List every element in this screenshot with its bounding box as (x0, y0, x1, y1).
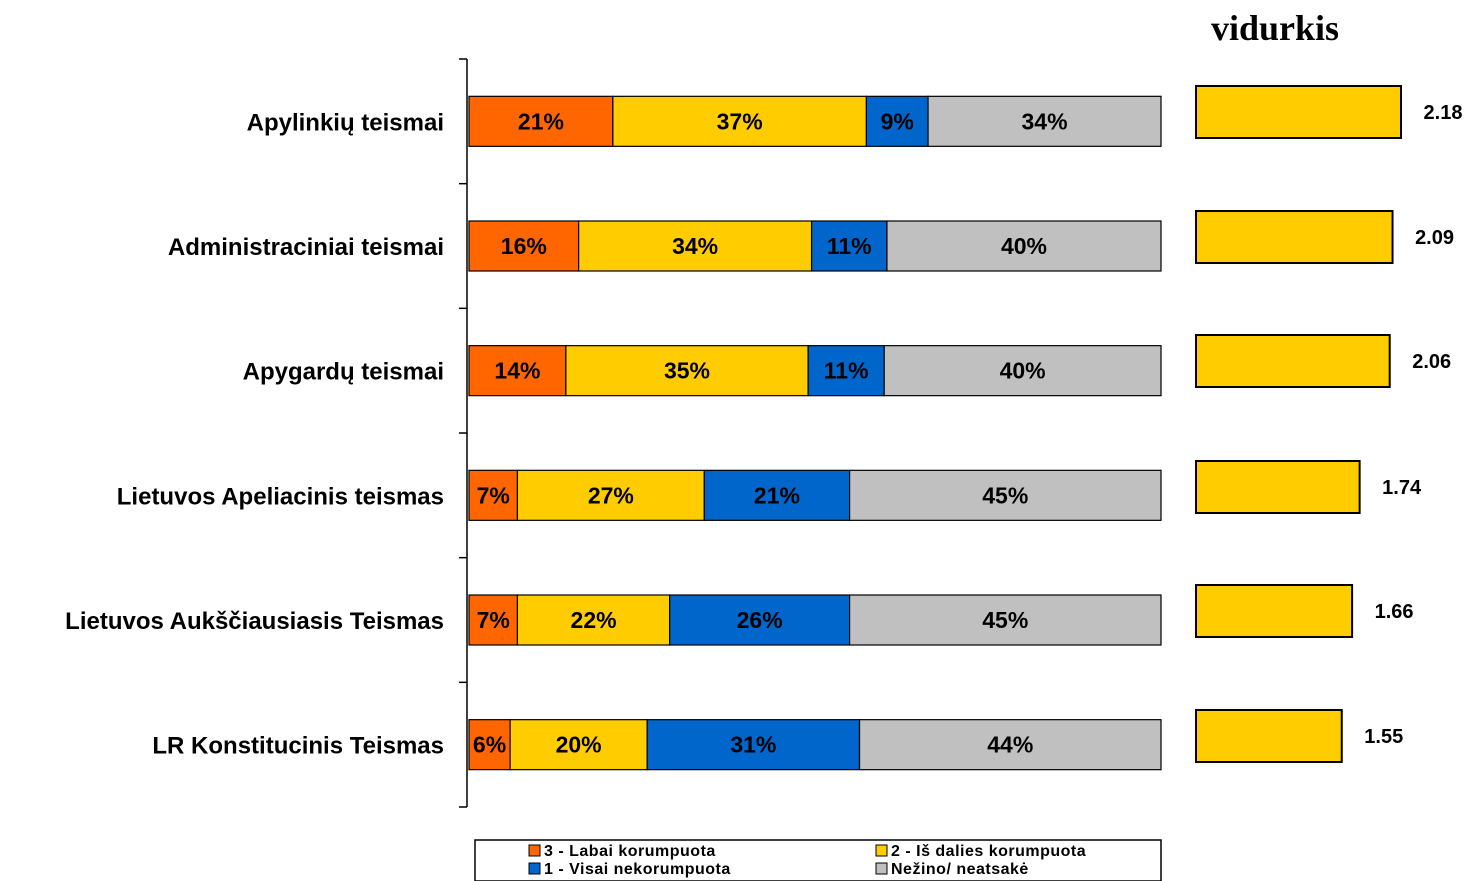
data-label: 35% (664, 358, 710, 384)
average-bar (1195, 210, 1394, 264)
bar-segment (886, 220, 1162, 272)
bar-segment (810, 220, 888, 272)
bar-segment (807, 345, 885, 397)
data-label: 14% (494, 358, 540, 384)
category-label: Apygardų teismai (243, 359, 444, 386)
average-label: 1.55 (1364, 726, 1403, 748)
bar-segment (509, 719, 648, 771)
legend-label: 1 - Visai nekorumpuota (544, 861, 731, 878)
category-label: Lietuvos Apeliacinis teismas (117, 483, 444, 510)
data-label: 27% (588, 482, 634, 508)
data-label: 40% (1001, 233, 1047, 259)
average-label: 2.18 (1424, 102, 1463, 124)
data-label: 11% (827, 233, 872, 259)
data-label: 34% (672, 233, 718, 259)
average-label: 2.09 (1415, 227, 1454, 249)
legend-label: 2 - Iš dalies korumpuota (891, 843, 1086, 860)
data-label: 45% (982, 482, 1028, 508)
bar-segment (927, 95, 1162, 147)
legend-swatch (528, 862, 541, 875)
data-label: 16% (501, 233, 547, 259)
data-label: 45% (982, 607, 1028, 633)
legend: 3 - Labai korumpuota 2 - Iš dalies korump… (474, 839, 1162, 881)
legend-label: Nežino/ neatsakė (891, 861, 1029, 878)
data-label: 44% (987, 732, 1033, 758)
bar-segment (516, 594, 671, 646)
bar-segment (848, 469, 1162, 521)
y-axis (459, 58, 468, 808)
bar-segment (578, 220, 813, 272)
bar-segment (883, 345, 1162, 397)
average-bar (1195, 85, 1402, 139)
bar-segment (516, 469, 705, 521)
data-label: 11% (824, 358, 869, 384)
bar-segment (468, 95, 614, 147)
legend-swatch (875, 844, 888, 857)
bar-segment (703, 469, 851, 521)
bar-segment (612, 95, 867, 147)
legend-swatch (875, 862, 888, 875)
bar-segment (468, 345, 567, 397)
category-label: Apylinkių teismai (247, 109, 444, 136)
data-label: 40% (1000, 358, 1046, 384)
data-label: 7% (477, 607, 510, 633)
legend-box (474, 839, 1162, 881)
data-label: 9% (881, 108, 914, 134)
average-bar (1195, 709, 1343, 763)
data-label: 20% (556, 732, 602, 758)
stacked-bars: 21% 37% 9% 34% 16% 34% 11% 40% 14% 35% 11% 40% 7% 27%… (468, 95, 1162, 771)
average-bars: 2.18 2.09 2.06 1.74 1.66 1.55 (1195, 85, 1463, 763)
category-label: LR Konstitucinis Teismas (152, 733, 444, 760)
bar-segment (646, 719, 861, 771)
bar-segment (858, 719, 1162, 771)
legend-swatch (528, 844, 541, 857)
data-label: 34% (1022, 108, 1068, 134)
data-label: 21% (518, 108, 564, 134)
bar-segment (468, 469, 519, 521)
data-label: 7% (477, 482, 510, 508)
average-label: 2.06 (1412, 351, 1451, 373)
average-bar (1195, 460, 1361, 514)
bar-segment (468, 594, 519, 646)
average-label: 1.66 (1375, 601, 1414, 623)
category-labels: Apylinkių teismai Administraciniai teisma… (65, 109, 444, 759)
data-label: 22% (571, 607, 617, 633)
data-label: 21% (754, 482, 800, 508)
legend-label: 3 - Labai korumpuota (544, 843, 716, 860)
category-label: Lietuvos Aukščiausiasis Teismas (65, 608, 444, 635)
average-title: vidurkis (1211, 8, 1339, 48)
category-label: Administraciniai teismai (168, 234, 444, 261)
data-label: 6% (473, 732, 506, 758)
average-bar (1195, 334, 1391, 388)
average-label: 1.74 (1382, 477, 1422, 499)
average-bar (1195, 584, 1354, 638)
bar-segment (848, 594, 1162, 646)
data-label: 37% (717, 108, 763, 134)
data-label: 26% (737, 607, 783, 633)
bar-segment (669, 594, 851, 646)
data-label: 31% (730, 732, 776, 758)
